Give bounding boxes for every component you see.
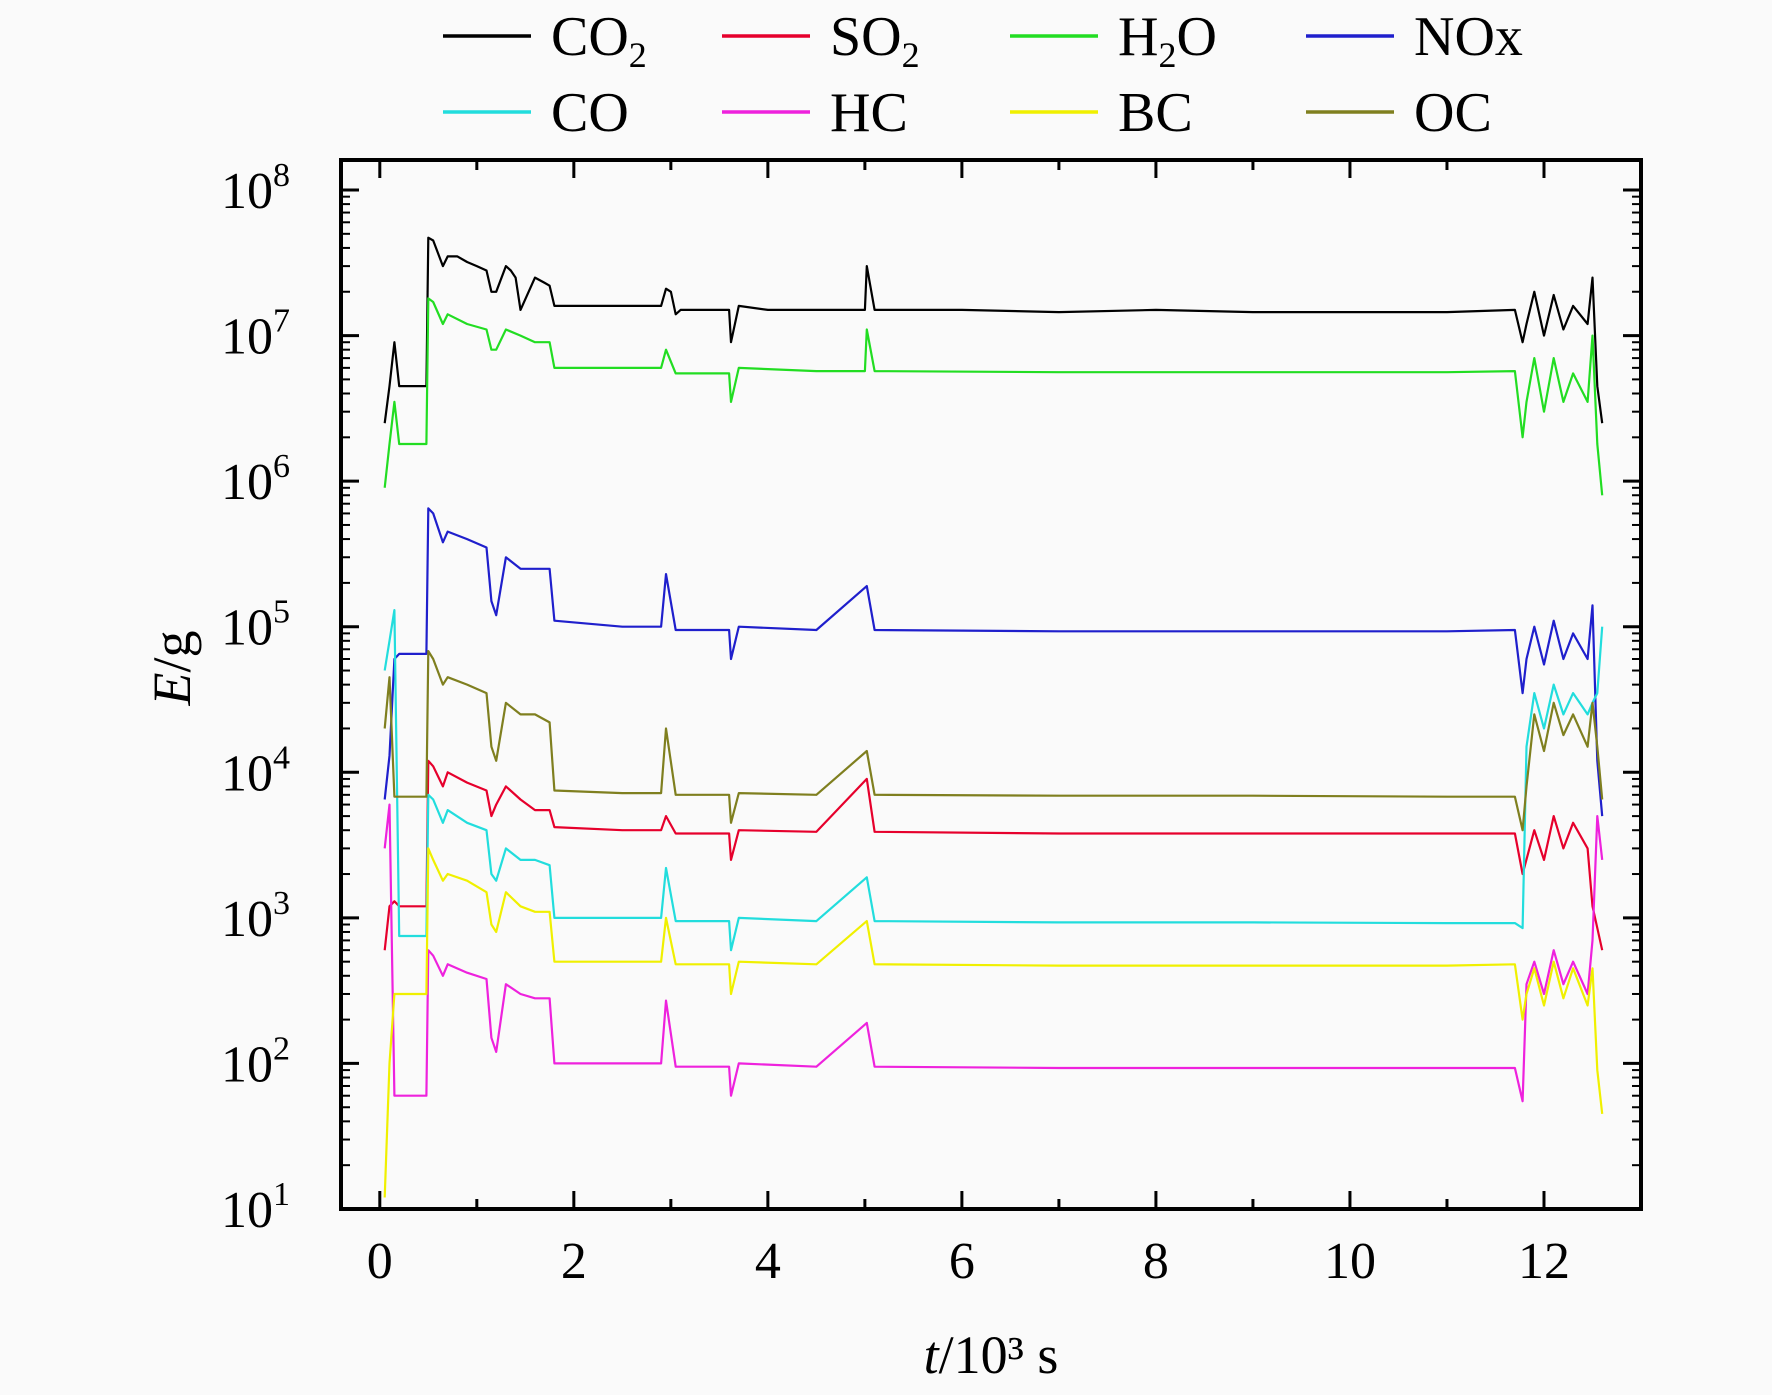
series-line-hc	[383, 803, 1604, 1103]
y-axis-label-symbol: E	[142, 673, 202, 707]
x-tick-label: 12	[1518, 1233, 1570, 1290]
x-tick-label: 6	[949, 1233, 975, 1290]
y-axis-label-unit: /g	[142, 630, 202, 672]
y-tick-label: 105	[221, 594, 290, 657]
series-layer	[383, 236, 1604, 1198]
y-tick-label: 101	[221, 1176, 290, 1239]
y-tick-label: 102	[221, 1030, 290, 1093]
legend-label-bc: BC	[1118, 82, 1193, 144]
plot-frame	[339, 158, 1643, 1211]
y-tick-label: 104	[221, 739, 290, 802]
series-line-so2	[383, 759, 1604, 951]
y-tick-label: 107	[221, 303, 290, 366]
ticks-layer	[341, 160, 1643, 1211]
y-axis-label: E/g	[142, 630, 202, 706]
legend-label-h2o: H2O	[1118, 6, 1217, 75]
legend-label-oc: OC	[1414, 82, 1492, 144]
x-tick-label: 4	[755, 1233, 781, 1290]
series-line-bc	[383, 847, 1604, 1198]
x-tick-label: 8	[1143, 1233, 1169, 1290]
legend-label-so2: SO2	[830, 6, 920, 75]
x-axis-label: t/10³ s	[924, 1325, 1059, 1385]
series-line-oc	[383, 650, 1604, 832]
x-axis-label-symbol: t	[924, 1325, 941, 1385]
legend-label-nox: NOx	[1414, 6, 1523, 68]
legend-label-co: CO	[551, 82, 629, 144]
legend-label-co2: CO2	[551, 6, 647, 75]
x-axis-label-unit: /10³ s	[939, 1325, 1059, 1385]
legend: CO2 SO2 H2O NOx CO HC BC OC	[443, 6, 1523, 144]
series-line-nox	[383, 507, 1604, 817]
y-tick-label: 103	[221, 885, 290, 948]
y-tick-label: 108	[221, 157, 290, 220]
legend-label-hc: HC	[830, 82, 908, 144]
y-tick-label: 106	[221, 448, 290, 511]
y-tick-labels: 101 102 103 104 105 106 107 108	[221, 157, 290, 1239]
x-tick-label: 0	[367, 1233, 393, 1290]
x-tick-label: 2	[561, 1233, 587, 1290]
series-line-co	[383, 609, 1604, 952]
series-line-co2	[383, 236, 1604, 424]
x-tick-labels: 0 2 4 6 8 10 12	[367, 1233, 1570, 1290]
x-tick-label: 10	[1324, 1233, 1376, 1290]
series-line-h2o	[383, 297, 1604, 496]
